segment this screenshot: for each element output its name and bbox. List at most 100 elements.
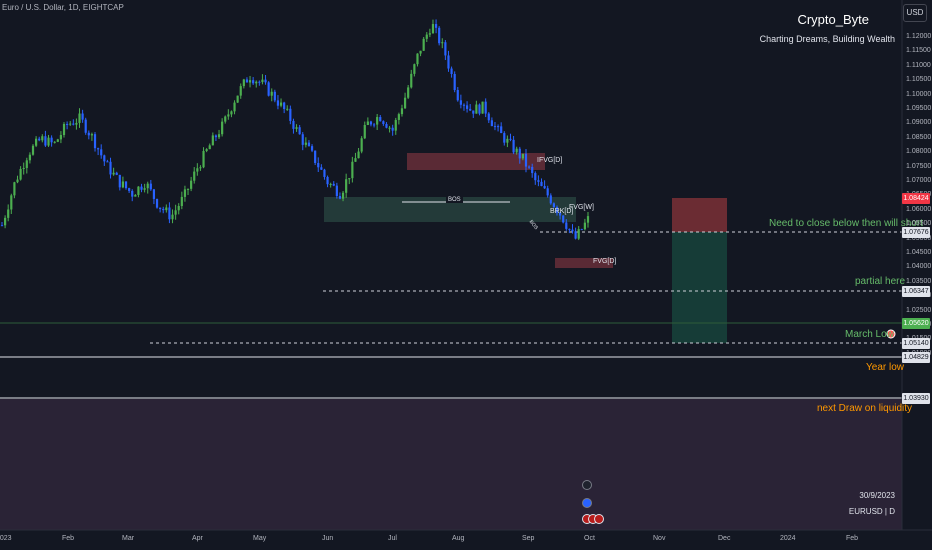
time-tick: Mar xyxy=(122,535,135,542)
candle-body xyxy=(438,27,441,44)
candle-body xyxy=(549,195,552,204)
time-tick: Oct xyxy=(584,535,595,542)
candle-body xyxy=(47,137,50,146)
candle-body xyxy=(366,121,369,125)
candle-body xyxy=(574,231,577,239)
time-tick: May xyxy=(253,535,267,542)
candle-body xyxy=(31,145,35,155)
candle-body xyxy=(233,102,236,112)
candle-body xyxy=(357,151,360,159)
time-tick: Dec xyxy=(718,535,731,542)
candle-body xyxy=(248,80,252,83)
candle-body xyxy=(208,145,211,150)
candle-body xyxy=(121,181,125,188)
candle-body xyxy=(577,229,580,239)
candle-body xyxy=(149,183,152,190)
candle-body xyxy=(360,138,363,152)
candle-body xyxy=(59,135,63,140)
candle-body xyxy=(509,138,512,140)
price-label-close-below: 1.07676 xyxy=(902,227,930,238)
candle-body xyxy=(301,134,304,145)
candle-body xyxy=(84,119,87,133)
candle-body xyxy=(326,176,329,185)
alert-icon[interactable] xyxy=(886,329,896,339)
currency-button[interactable]: USD xyxy=(903,4,927,22)
price-tick: 1.07000 xyxy=(906,177,932,184)
price-tick: 1.02500 xyxy=(906,306,932,314)
price-tick: 1.11000 xyxy=(906,61,931,69)
price-tick: 1.10000 xyxy=(906,90,932,98)
candle-body xyxy=(230,111,233,115)
candle-body xyxy=(13,182,16,196)
price-tick: 1.09500 xyxy=(906,105,932,112)
annotation-bos: BOS xyxy=(446,197,463,203)
candle-body xyxy=(338,195,342,199)
candle-body xyxy=(97,148,100,150)
time-tick: Feb xyxy=(62,535,75,542)
candle-body xyxy=(273,91,276,101)
candle-body xyxy=(270,91,273,96)
eu-flag-icon[interactable] xyxy=(582,498,592,508)
candle-body xyxy=(382,121,385,124)
candle-body xyxy=(214,135,218,138)
candle-body xyxy=(490,120,493,127)
time-tick: Feb xyxy=(846,535,859,542)
candle-body xyxy=(388,127,391,129)
short-target-zone xyxy=(672,232,727,343)
candle-body xyxy=(332,183,335,186)
us-flag-icon[interactable] xyxy=(594,514,604,524)
candle-body xyxy=(16,179,19,183)
candle-body xyxy=(78,113,81,123)
candle-body xyxy=(465,105,469,109)
candle-body xyxy=(391,127,394,131)
candle-body xyxy=(329,183,332,185)
candle-body xyxy=(447,55,450,69)
candle-body xyxy=(205,149,208,151)
candle-body xyxy=(66,123,69,125)
candle-body xyxy=(286,108,289,110)
candle-body xyxy=(534,173,537,181)
candle-body xyxy=(106,161,109,163)
candle-body xyxy=(134,194,137,197)
candle-body xyxy=(478,104,481,114)
candle-body xyxy=(50,137,53,143)
candle-body xyxy=(112,172,115,175)
candle-body xyxy=(261,79,264,83)
candle-body xyxy=(128,188,131,191)
candle-body xyxy=(159,207,162,209)
candle-body xyxy=(500,126,503,134)
lightning-icon[interactable] xyxy=(582,480,592,490)
candle-body xyxy=(456,90,459,101)
candle-body xyxy=(298,127,301,135)
time-tick: Jun xyxy=(322,535,334,542)
candle-body xyxy=(512,139,515,153)
candle-body xyxy=(304,142,307,145)
candle-body xyxy=(506,138,509,143)
annotation-brk: BRK[D] xyxy=(550,208,574,215)
candle-body xyxy=(345,179,348,193)
candle-body xyxy=(62,123,66,136)
candle-body xyxy=(87,132,90,136)
candle-body xyxy=(245,79,249,83)
candle-body xyxy=(397,114,400,120)
candle-body xyxy=(434,24,438,28)
candle-body xyxy=(190,180,193,189)
candle-body xyxy=(75,122,78,125)
candle-body xyxy=(186,188,190,190)
candle-body xyxy=(320,167,323,170)
candle-body xyxy=(503,133,506,143)
candle-body xyxy=(543,186,546,189)
candle-body xyxy=(146,183,149,189)
time-tick: Jul xyxy=(388,535,397,542)
candle-body xyxy=(419,50,422,54)
candle-body xyxy=(22,167,25,169)
candle-body xyxy=(131,190,134,197)
candle-body xyxy=(376,117,379,125)
candle-body xyxy=(25,160,28,168)
symbol-title: Euro / U.S. Dollar, 1D, EIGHTCAP xyxy=(2,3,124,12)
time-tick: Nov xyxy=(653,535,666,542)
price-tick: 1.04000 xyxy=(906,263,932,271)
event-icons[interactable] xyxy=(582,480,604,524)
candle-body xyxy=(416,53,419,65)
